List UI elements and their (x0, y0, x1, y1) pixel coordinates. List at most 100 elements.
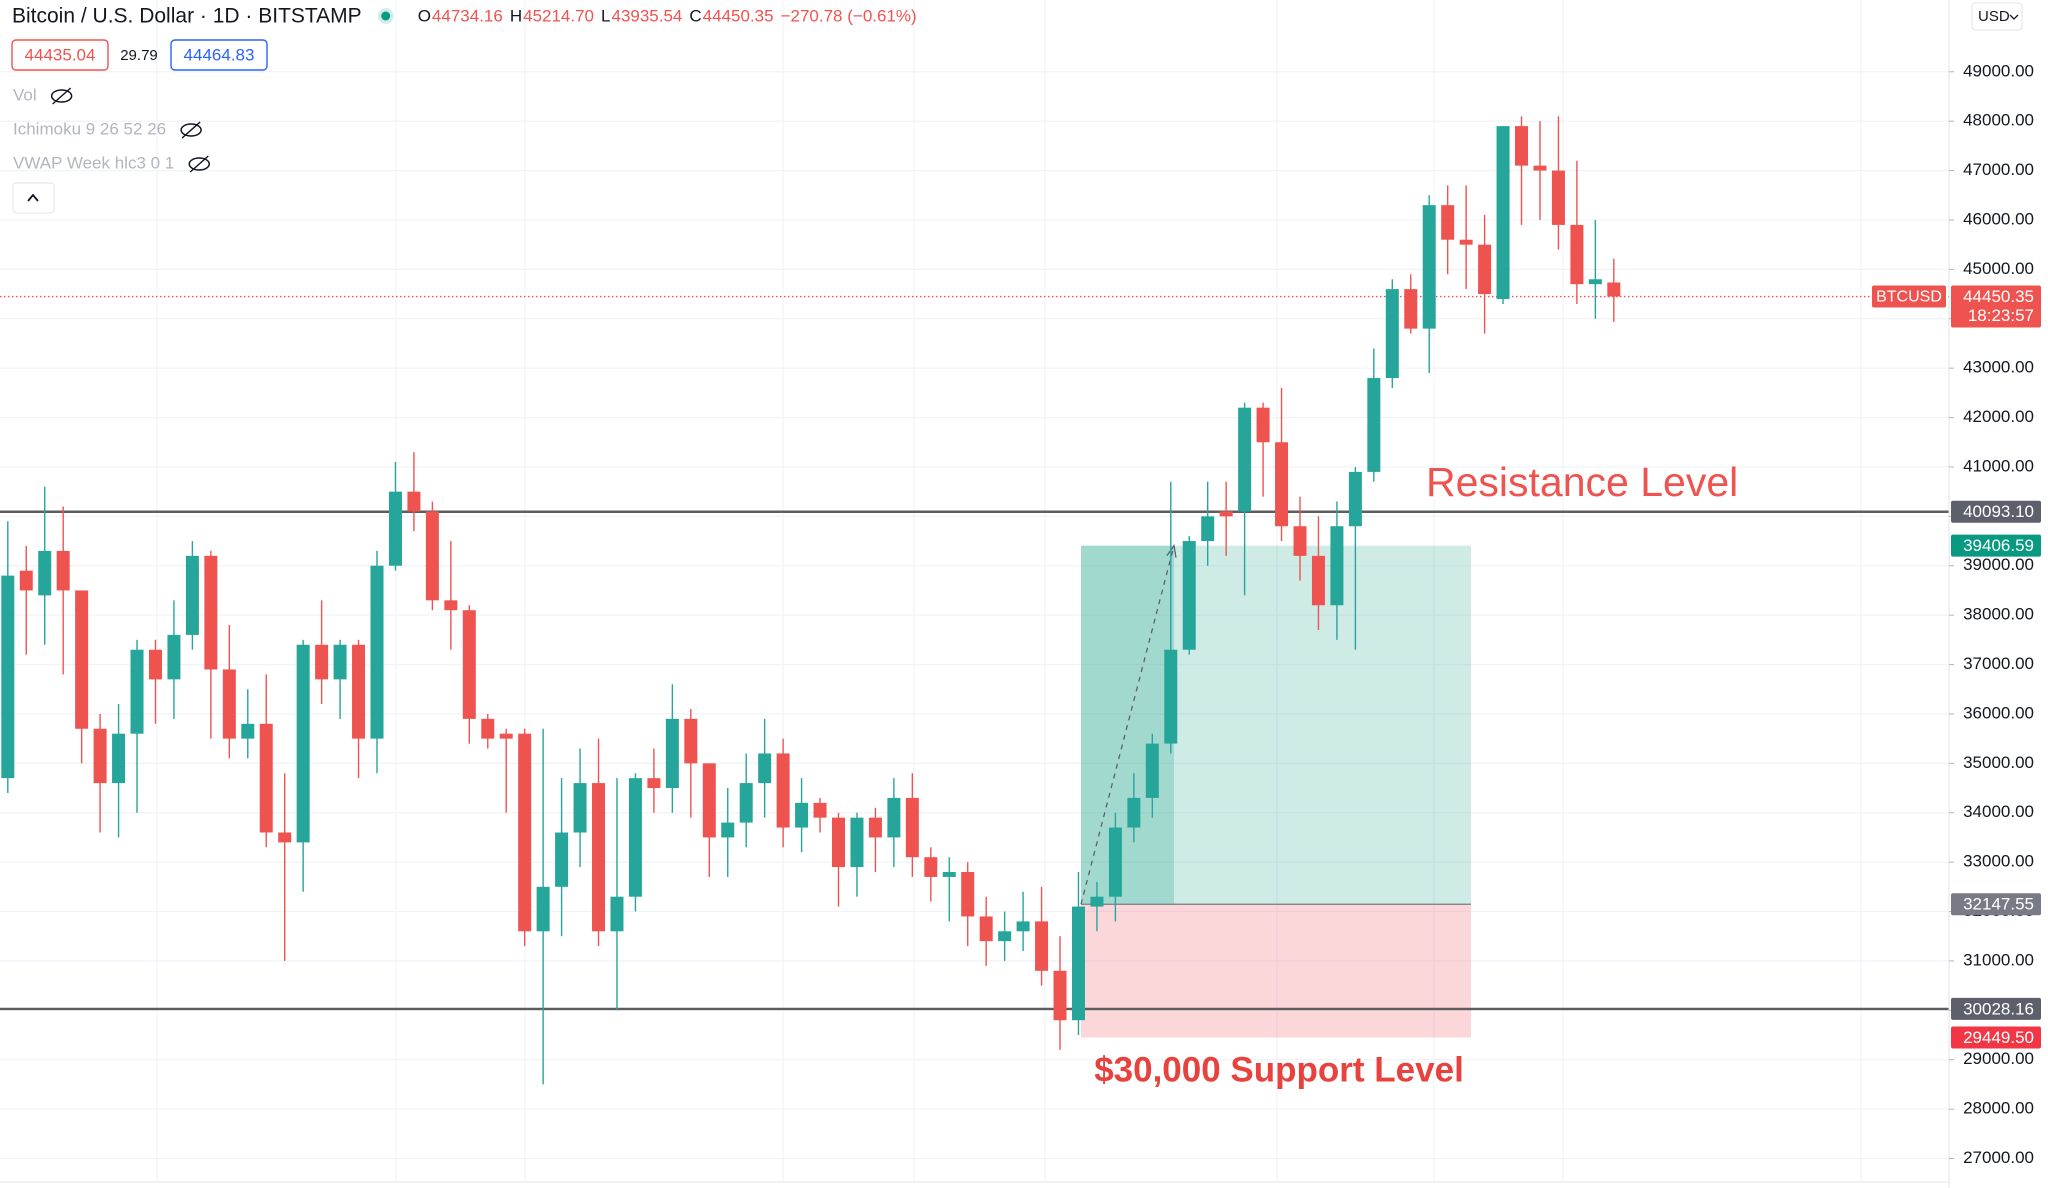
candle-body (850, 817, 864, 868)
y-tick-label: 45000.00 (1963, 259, 2034, 278)
candle-body (1293, 526, 1307, 556)
candle-body (1515, 126, 1529, 166)
candle-body (905, 797, 919, 858)
trade-path (1080, 545, 1175, 905)
y-tick-label: 43000.00 (1963, 358, 2034, 377)
candle-body (1385, 289, 1399, 379)
position-zones (1080, 543, 1471, 1038)
candle-body (167, 634, 181, 680)
candle-body (868, 817, 882, 838)
price-label-box (1951, 500, 2041, 523)
legend-value: 43935.54 (611, 6, 682, 25)
legend-change: −270.78 (−0.61%) (781, 6, 917, 25)
candle-body (425, 511, 439, 601)
candle-body (758, 753, 772, 784)
y-tick-label: 34000.00 (1963, 802, 2034, 821)
status-dot (381, 11, 391, 21)
candle-body (721, 822, 735, 838)
candle-body (1035, 921, 1049, 971)
legend-key: O (418, 6, 431, 25)
candle-body (795, 802, 809, 828)
candle-body (481, 718, 495, 739)
price-label-box (1951, 893, 2041, 916)
y-tick-label: 28000.00 (1963, 1099, 2034, 1118)
overlay: 40093.10 30028.16 39406.59 32147.55 29449.50… (1094, 285, 2041, 1089)
candle-body (942, 872, 956, 877)
candle-body (1441, 205, 1455, 240)
candle-body (1256, 407, 1270, 443)
collapse-button[interactable] (12, 182, 55, 214)
candle-body (315, 644, 329, 680)
bid-box[interactable] (11, 39, 109, 71)
candles (1, 116, 1621, 1085)
level-lines (0, 295, 1949, 1011)
legend-value: 44450.35 (703, 6, 774, 25)
candle-body (1570, 224, 1584, 285)
last-price-box (1951, 285, 2041, 328)
indicator-label: Ichimoku 9 26 52 26 (13, 119, 166, 138)
candle-body (628, 778, 642, 897)
indicator-label: Vol (13, 85, 37, 104)
candle-body (130, 649, 144, 734)
candle-body (204, 555, 218, 670)
candle-body (1238, 407, 1252, 512)
hidden-eye-icon[interactable] (188, 157, 211, 171)
candle-body (1275, 442, 1289, 527)
price-label: 32147.55 (1963, 895, 2034, 914)
y-tick-label: 27000.00 (1963, 1148, 2034, 1167)
candle-body (112, 733, 126, 784)
y-tick-label: 41000.00 (1963, 456, 2034, 475)
legend-value: 45214.70 (523, 6, 594, 25)
ask-box[interactable] (170, 39, 268, 71)
candle-body (684, 718, 698, 764)
candle-body (518, 733, 532, 932)
hidden-eye-icon[interactable] (50, 89, 73, 103)
candle-body (887, 797, 901, 838)
candle-body (19, 570, 33, 591)
candle-body (1219, 511, 1233, 517)
y-tick-label: 49000.00 (1963, 61, 2034, 80)
currency-button[interactable] (1971, 2, 2023, 31)
candle-body (592, 783, 606, 932)
candle-body (56, 550, 70, 591)
spread: 29.79 (120, 47, 158, 64)
trade-arrow (1166, 543, 1177, 558)
candle-body (75, 590, 89, 729)
candle-body (998, 931, 1012, 942)
candle-body (647, 778, 661, 789)
candle-body (573, 783, 587, 833)
candle-body (1404, 289, 1418, 329)
candle-body (1090, 896, 1104, 907)
target-zone (1081, 545, 1471, 905)
candle-body (1053, 970, 1067, 1021)
candle-body (499, 733, 513, 739)
y-tick-label: 39000.00 (1963, 555, 2034, 574)
last-price-label: 44450.35 (1963, 287, 2034, 306)
y-tick-label: 33000.00 (1963, 852, 2034, 871)
candle-body (1201, 516, 1215, 542)
y-tick-label: 36000.00 (1963, 703, 2034, 722)
hidden-eye-slash (189, 155, 209, 173)
currency-label: USD (1978, 8, 2010, 25)
ask-price: 44464.83 (184, 45, 255, 64)
header: Bitcoin / U.S. Dollar · 1D · BITSTAMP O 44… (11, 2, 2023, 214)
candle-body (1588, 279, 1602, 285)
collapse-icon (27, 193, 39, 202)
hidden-eye-slash (52, 87, 72, 105)
price-label: 30028.16 (1963, 999, 2034, 1018)
y-tick-label: 47000.00 (1963, 160, 2034, 179)
candle-body (1607, 282, 1621, 297)
candle-body (1311, 555, 1325, 606)
candle-body (1, 575, 15, 779)
symbol-box (1872, 285, 1946, 308)
candle-body (259, 723, 273, 833)
candle-body (961, 872, 975, 917)
price-label-box (1951, 1026, 2041, 1049)
y-tick-label: 31000.00 (1963, 950, 2034, 969)
price-label: 40093.10 (1963, 502, 2034, 521)
candle-body (241, 723, 255, 739)
hidden-eye-icon[interactable] (180, 123, 202, 137)
candle-body (1496, 126, 1510, 300)
candle-body (1367, 378, 1381, 472)
